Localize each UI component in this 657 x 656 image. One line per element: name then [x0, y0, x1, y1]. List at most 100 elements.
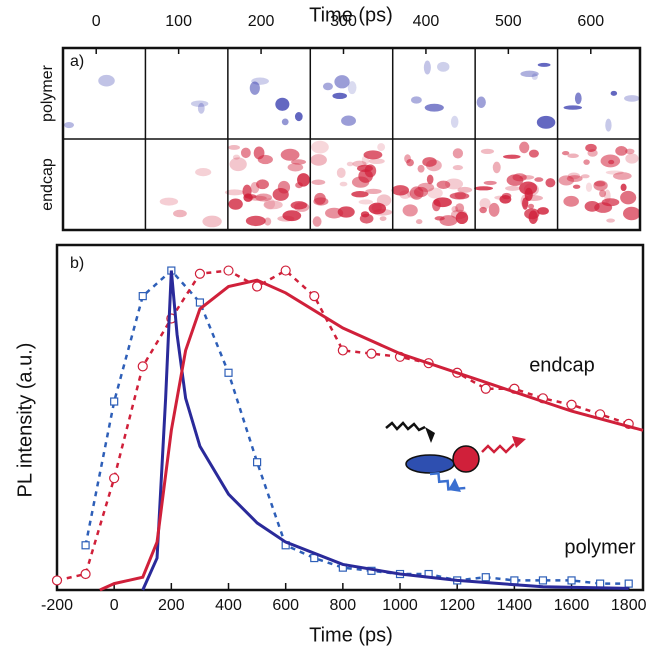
image-blob: [506, 174, 524, 186]
image-blob: [558, 175, 575, 186]
image-blob: [347, 81, 357, 95]
image-blob: [585, 143, 597, 153]
image-blob: [436, 180, 451, 189]
image-blob: [413, 186, 429, 198]
image-blob: [479, 198, 491, 210]
image-blob: [622, 206, 641, 221]
image-blob: [229, 157, 247, 172]
data-point: [510, 576, 519, 585]
image-blob: [427, 187, 443, 199]
x-tick-label: 1200: [439, 597, 475, 614]
data-point: [567, 576, 576, 585]
image-blob: [282, 210, 302, 222]
image-blob: [407, 190, 422, 199]
x-tick-label: 600: [272, 597, 299, 614]
image-blob: [337, 206, 355, 218]
image-blob: [245, 215, 266, 227]
image-blob: [406, 158, 414, 167]
x-tick-label: 0: [110, 597, 119, 614]
image-blob: [426, 174, 434, 185]
image-blob: [545, 178, 556, 188]
image-blob: [275, 97, 290, 111]
image-blob: [563, 195, 579, 207]
image-blob: [336, 167, 346, 179]
image-blob: [253, 146, 265, 160]
image-blob: [377, 143, 386, 152]
panel-frame: [55, 243, 645, 592]
image-blob: [455, 211, 469, 225]
panel-a-title: Time (ps): [309, 4, 393, 26]
image-blob: [583, 159, 590, 165]
image-blob: [294, 202, 310, 212]
data-point: [596, 579, 605, 588]
y-axis-label: PL intensity (a.u.): [14, 343, 36, 498]
image-blob: [563, 105, 583, 110]
image-blob: [224, 189, 245, 196]
image-blob: [452, 164, 464, 171]
image-blob: [437, 61, 450, 72]
x-tick-label: 500: [495, 13, 522, 30]
image-blob: [339, 181, 348, 187]
image-blob: [423, 60, 431, 75]
data-point: [51, 575, 63, 586]
image-blob: [534, 177, 544, 182]
image-blob: [522, 197, 529, 210]
image-blob: [365, 188, 382, 195]
image-blob: [531, 73, 538, 80]
image-blob: [391, 185, 410, 196]
data-point: [223, 265, 234, 276]
data-point: [80, 568, 91, 580]
image-blob: [356, 164, 373, 173]
series-line: [99, 278, 644, 592]
image-blob: [422, 157, 437, 167]
image-blob: [294, 111, 303, 122]
image-blob: [625, 153, 639, 164]
image-blob: [610, 90, 618, 96]
image-blob: [605, 170, 624, 175]
image-blob: [264, 198, 276, 210]
series-line: [141, 270, 629, 591]
image-blob: [281, 118, 289, 126]
image-blob: [415, 219, 423, 225]
image-blob: [249, 81, 260, 95]
image-blob: [520, 194, 529, 208]
image-blob: [312, 216, 322, 227]
image-blob: [451, 206, 459, 213]
image-blob: [474, 186, 494, 191]
image-blob: [280, 148, 300, 161]
image-blob: [488, 202, 500, 217]
image-blob: [334, 75, 350, 89]
image-blob: [606, 218, 616, 223]
data-point: [81, 541, 90, 550]
image-blob: [417, 164, 425, 173]
image-blob: [368, 158, 385, 165]
image-blob: [528, 149, 539, 158]
image-blob: [310, 154, 327, 166]
image-blob: [479, 206, 487, 214]
data-point: [195, 298, 205, 307]
data-point: [251, 281, 263, 292]
image-blob: [358, 199, 373, 205]
image-blob: [566, 175, 583, 182]
panel-frame: [61, 46, 642, 232]
image-blob: [173, 209, 187, 218]
image-blob: [63, 122, 75, 129]
image-blob: [351, 191, 369, 198]
series-label: endcap: [529, 354, 595, 376]
image-blob: [605, 118, 612, 132]
scheme-icon: [385, 421, 526, 492]
data-point: [481, 573, 490, 582]
image-blob: [599, 189, 607, 198]
image-blob: [574, 92, 582, 105]
x-tick-label: 0: [92, 13, 101, 30]
image-blob: [232, 154, 241, 160]
image-blob: [402, 204, 418, 217]
image-blob: [228, 145, 241, 150]
image-blob: [537, 62, 551, 67]
image-blob: [325, 207, 344, 219]
x-tick-label: -200: [41, 597, 73, 614]
image-blob: [450, 115, 459, 128]
image-blob: [620, 190, 637, 205]
data-point: [480, 383, 491, 394]
